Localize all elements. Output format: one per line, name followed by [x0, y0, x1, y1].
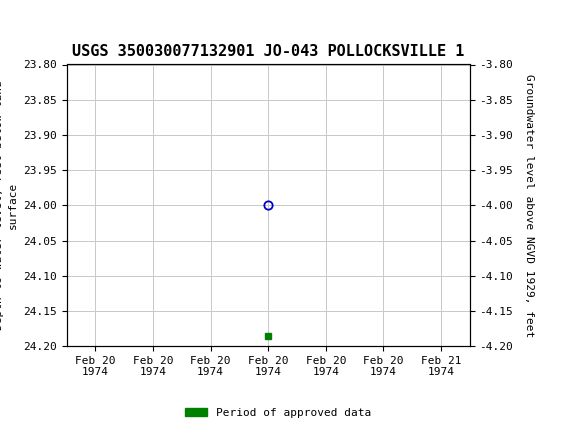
Legend: Period of approved data: Period of approved data — [181, 403, 376, 422]
Y-axis label: Groundwater level above NGVD 1929, feet: Groundwater level above NGVD 1929, feet — [524, 74, 534, 337]
Y-axis label: Depth to water level, feet below land
surface: Depth to water level, feet below land su… — [0, 80, 17, 330]
Title: USGS 350030077132901 JO-043 POLLOCKSVILLE 1: USGS 350030077132901 JO-043 POLLOCKSVILL… — [72, 44, 465, 59]
Text: USGS: USGS — [36, 14, 91, 31]
